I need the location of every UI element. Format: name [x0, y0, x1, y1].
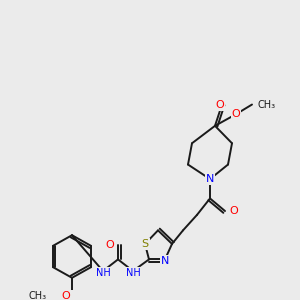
Text: O: O [232, 109, 240, 119]
Text: O: O [105, 240, 114, 250]
Text: CH₃: CH₃ [258, 100, 276, 110]
Text: CH₃: CH₃ [29, 291, 47, 300]
Text: O: O [61, 291, 70, 300]
Text: S: S [141, 239, 148, 249]
Text: N: N [206, 174, 214, 184]
Text: O: O [229, 206, 238, 216]
Text: NH: NH [126, 268, 140, 278]
Text: O: O [216, 100, 224, 110]
Text: N: N [161, 256, 169, 266]
Text: NH: NH [96, 268, 110, 278]
